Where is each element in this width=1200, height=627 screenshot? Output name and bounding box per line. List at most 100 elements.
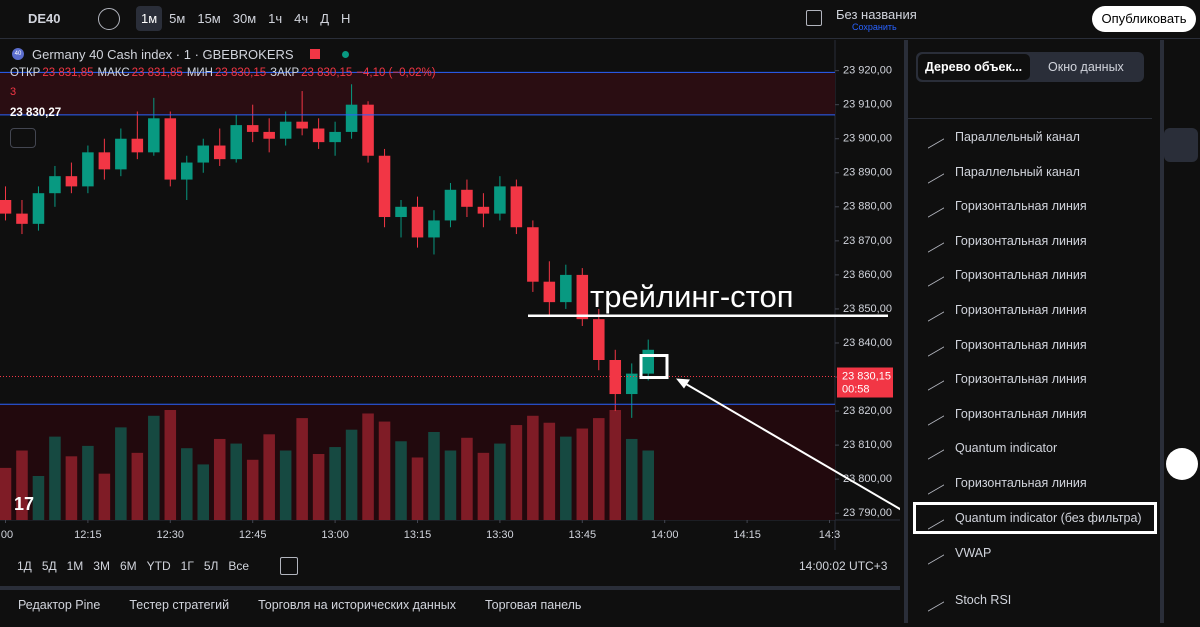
candle-body <box>230 125 242 160</box>
last-price-box <box>837 367 893 398</box>
object-item[interactable]: Stoch RSI <box>955 593 1012 607</box>
object-item[interactable]: Quantum indicator (без фильтра) <box>955 510 1142 525</box>
legend-field-name: МИН <box>186 67 213 79</box>
legend-count: 3 <box>10 86 17 98</box>
goto-date[interactable] <box>280 557 298 575</box>
bottom-tab[interactable]: Редактор Pine <box>18 598 101 612</box>
volume-bar <box>246 459 259 520</box>
interval[interactable]: 1ч <box>268 11 283 26</box>
x-tick-label: 14:15 <box>733 529 761 541</box>
object-item[interactable]: Параллельный канал <box>955 130 1080 144</box>
object-item[interactable]: Quantum indicator <box>955 441 1058 456</box>
volume-bar <box>329 447 341 520</box>
y-tick-label: 23 920,00 <box>843 65 892 77</box>
candle-body <box>444 189 457 221</box>
candle-body <box>213 145 226 160</box>
arrow <box>679 379 900 511</box>
volume-bar <box>115 427 127 520</box>
y-tick-label: 23 870,00 <box>843 235 892 247</box>
bottom-tab[interactable]: Тестер стратегий <box>129 598 230 612</box>
range[interactable]: YTD <box>146 559 171 573</box>
object-item[interactable]: Горизонтальная линия <box>955 233 1087 248</box>
candle-body <box>82 152 94 187</box>
y-tick-label: 23 910,00 <box>843 99 892 111</box>
object-item[interactable]: Горизонтальная линия <box>955 476 1087 490</box>
interval[interactable]: 5м <box>169 11 186 26</box>
range[interactable]: 6М <box>119 559 137 573</box>
object-item[interactable]: Горизонтальная линия <box>955 337 1087 352</box>
candle-body <box>411 206 424 238</box>
crosshair-price: 23 830,27 <box>10 107 62 119</box>
volume-bar <box>279 450 292 520</box>
layout-name[interactable]: Без названия <box>836 7 917 22</box>
object-item[interactable]: Горизонтальная линия <box>955 303 1087 317</box>
volume-bar <box>362 413 374 520</box>
tab[interactable]: Дерево объек... <box>925 60 1023 74</box>
symbol-logo: 40 <box>12 48 24 60</box>
object-item[interactable]: Горизонтальная линия <box>955 268 1087 283</box>
symbol[interactable]: DE40 <box>28 11 61 26</box>
y-tick-label: 23 820,00 <box>843 405 892 417</box>
candle-body <box>625 373 638 395</box>
volume-bar <box>296 418 308 520</box>
volume-bar <box>510 425 523 520</box>
candle-body <box>477 206 490 214</box>
interval[interactable]: Н <box>341 11 351 26</box>
volume-bar <box>609 410 622 520</box>
volume-bar <box>181 448 193 520</box>
object-item[interactable]: Параллельный канал <box>955 164 1080 179</box>
candle-body <box>527 227 539 282</box>
candle-body <box>49 176 61 194</box>
y-tick-label: 23 890,00 <box>843 167 892 179</box>
x-tick-label: 13:00 <box>321 529 349 541</box>
volume-bar <box>164 410 177 520</box>
range[interactable]: 5Д <box>41 559 57 573</box>
publish-button[interactable]: Опубликовать <box>1092 6 1196 32</box>
range[interactable]: 1Г <box>180 559 194 573</box>
candle-body <box>428 220 440 238</box>
volume-bar <box>378 421 391 520</box>
tab[interactable]: Окно данных <box>1048 60 1124 74</box>
flag[interactable] <box>310 49 320 59</box>
range[interactable]: Все <box>228 559 250 573</box>
interval[interactable]: 30м <box>232 11 257 26</box>
side-icon[interactable] <box>1166 448 1198 480</box>
marker-box <box>639 354 669 380</box>
candle-body <box>131 138 144 153</box>
collapse-legend[interactable] <box>10 128 36 148</box>
active-side-icon[interactable] <box>1164 128 1198 162</box>
volume-bar <box>213 438 226 520</box>
candle-body <box>345 104 358 132</box>
volume-bar <box>642 450 654 520</box>
bottom-tabs: Редактор Pine Тестер стратегий Торговля на… <box>18 598 610 612</box>
object-item[interactable]: VWAP <box>955 546 992 560</box>
candle-body <box>560 274 572 303</box>
interval[interactable]: 1м <box>136 6 163 31</box>
add-symbol[interactable] <box>98 8 120 30</box>
range[interactable]: 3М <box>93 559 110 573</box>
x-tick-label: 12:45 <box>239 529 267 541</box>
candle-body <box>329 131 341 143</box>
object-item[interactable]: Горизонтальная линия <box>955 199 1087 214</box>
x-tick-label: 12:15 <box>74 529 102 541</box>
interval[interactable]: 15м <box>197 11 221 26</box>
range[interactable]: 1М <box>66 559 84 573</box>
candle-body <box>164 118 177 180</box>
candle-body <box>362 104 374 156</box>
volume-bar <box>16 450 28 520</box>
status-dot <box>342 51 349 58</box>
object-item[interactable]: Горизонтальная линия <box>955 406 1087 421</box>
candle-body <box>115 138 127 170</box>
range[interactable]: 5Л <box>203 559 219 573</box>
clock: 14:00:02 UTC+3 <box>799 559 888 573</box>
layout-icon[interactable] <box>806 10 822 26</box>
bottom-tab[interactable]: Торговая панель <box>484 598 582 612</box>
interval[interactable]: Д <box>320 11 329 26</box>
object-item[interactable]: Горизонтальная линия <box>955 372 1087 387</box>
x-tick-label: 14:00 <box>651 529 679 541</box>
volume-bar <box>263 434 275 520</box>
highlight-box <box>913 502 1157 534</box>
bottom-tab[interactable]: Торговля на исторических данных <box>258 598 456 612</box>
range[interactable]: 1Д <box>17 559 32 573</box>
interval[interactable]: 4ч <box>294 11 309 26</box>
